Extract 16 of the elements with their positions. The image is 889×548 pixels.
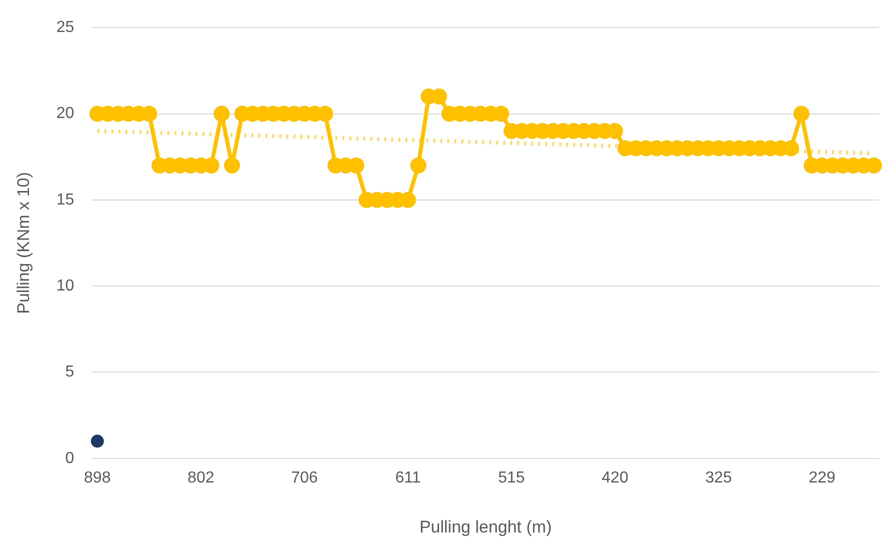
y-tick-label: 20 [56,105,74,122]
x-tick-label: 802 [188,469,214,486]
x-tick-label: 611 [395,469,421,486]
y-tick-label: 10 [56,277,74,294]
y-tick-label: 5 [65,364,74,381]
y-tick-label: 15 [56,191,74,208]
x-tick-label: 898 [84,469,111,486]
y-axis-title: Pulling (KNm x 10) [14,172,33,314]
x-tick-label: 515 [498,469,525,486]
y-tick-label: 25 [56,19,74,36]
x-tick-label: 229 [808,469,836,486]
x-tick-label: 325 [705,469,732,486]
y-tick-label: 0 [65,450,74,467]
x-tick-label: 706 [291,469,318,486]
x-tick-label: 420 [602,469,628,486]
x-axis-title: Pulling lenght (m) [419,517,552,536]
